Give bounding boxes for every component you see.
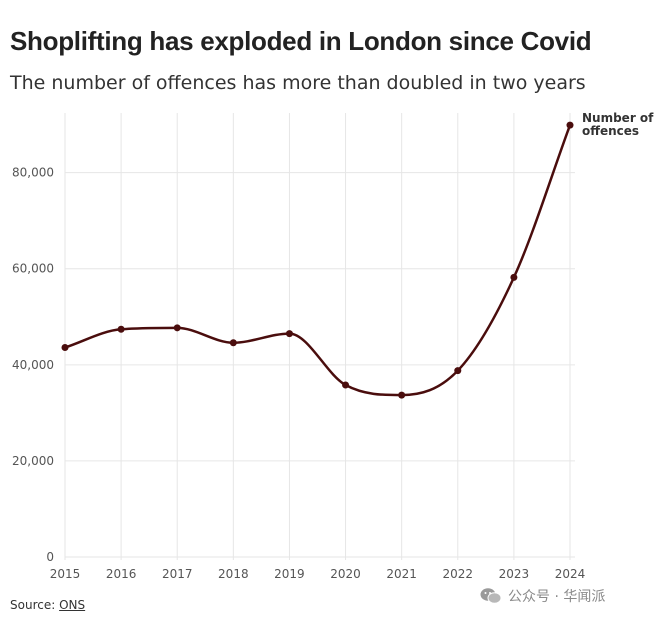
data-point — [285, 330, 293, 338]
data-point — [61, 344, 69, 352]
data-point — [229, 339, 237, 347]
data-point — [566, 121, 574, 129]
source-label: Source: — [10, 598, 56, 612]
x-tick-label: 2018 — [218, 567, 249, 581]
series-line — [63, 123, 572, 397]
x-tick-label: 2024 — [555, 567, 586, 581]
series-label-line: Number of — [582, 111, 654, 125]
x-tick-label: 2019 — [274, 567, 305, 581]
data-point — [173, 324, 181, 332]
wechat-icon — [480, 587, 502, 605]
chart-title: Shoplifting has exploded in London since… — [10, 26, 592, 56]
x-tick-label: 2022 — [443, 567, 474, 581]
y-tick-label: 0 — [46, 550, 54, 564]
x-tick-label: 2017 — [162, 567, 193, 581]
data-point — [342, 381, 350, 389]
data-point — [398, 391, 406, 399]
watermark-text: 公众号 · 华闻派 — [508, 589, 606, 605]
chart-subtitle: The number of offences has more than dou… — [10, 72, 586, 94]
x-tick-label: 2020 — [330, 567, 361, 581]
data-point — [454, 367, 462, 375]
data-point — [117, 325, 125, 333]
x-tick-label: 2021 — [386, 567, 417, 581]
data-point — [510, 273, 518, 281]
y-tick-label: 80,000 — [12, 166, 54, 180]
x-tick-label: 2023 — [499, 567, 530, 581]
x-tick-label: 2015 — [50, 567, 81, 581]
series-label-line: offences — [582, 124, 639, 138]
source-note: Source: ONS — [10, 598, 85, 612]
x-tick-label: 2016 — [106, 567, 137, 581]
source-link[interactable]: ONS — [59, 598, 86, 612]
y-tick-label: 60,000 — [12, 262, 54, 276]
series-label: Number of offences — [582, 111, 654, 138]
y-tick-label: 20,000 — [12, 454, 54, 468]
y-tick-label: 40,000 — [12, 358, 54, 372]
watermark: 公众号 · 华闻派 — [480, 586, 605, 606]
